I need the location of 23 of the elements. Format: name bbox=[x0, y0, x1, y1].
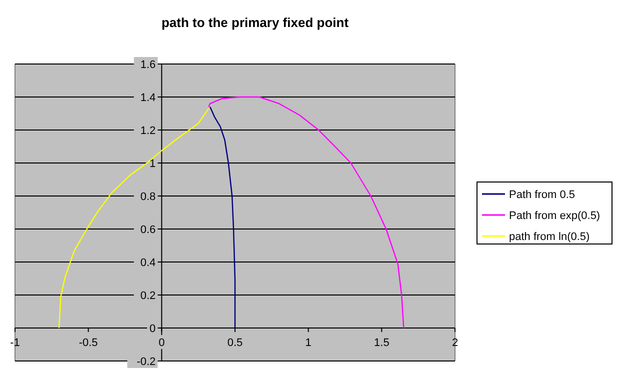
y-tick-label: 1 bbox=[150, 158, 156, 170]
x-tick-label: 0 bbox=[158, 337, 165, 349]
y-tick-label: 0 bbox=[150, 323, 156, 335]
y-tick-label: 1.6 bbox=[140, 59, 156, 71]
line-series bbox=[209, 106, 236, 329]
x-tick-label: 2 bbox=[452, 337, 458, 349]
x-tick-label: -0.5 bbox=[78, 337, 98, 349]
x-tick-label: 1 bbox=[305, 337, 312, 349]
y-tick-label: 1.4 bbox=[140, 92, 156, 104]
chart-title: path to the primary fixed point bbox=[161, 15, 350, 30]
y-tick-label: 0.6 bbox=[140, 224, 156, 236]
x-tick-label: 1.5 bbox=[374, 337, 390, 349]
legend-label: path from ln(0.5) bbox=[509, 231, 590, 243]
y-tick-label: 0.4 bbox=[140, 257, 156, 269]
y-tick-label: 1.2 bbox=[140, 125, 156, 137]
y-tick-label: 0.2 bbox=[140, 290, 156, 302]
legend-label: Path from 0.5 bbox=[509, 189, 576, 201]
x-tick-label: 0.5 bbox=[227, 337, 243, 349]
line-series bbox=[208, 96, 404, 329]
legend-label: Path from exp(0.5) bbox=[509, 210, 600, 222]
x-tick-label: -1 bbox=[10, 337, 20, 349]
y-tick-label: 0.8 bbox=[140, 191, 156, 203]
y-tick-label: -0.2 bbox=[136, 356, 156, 368]
